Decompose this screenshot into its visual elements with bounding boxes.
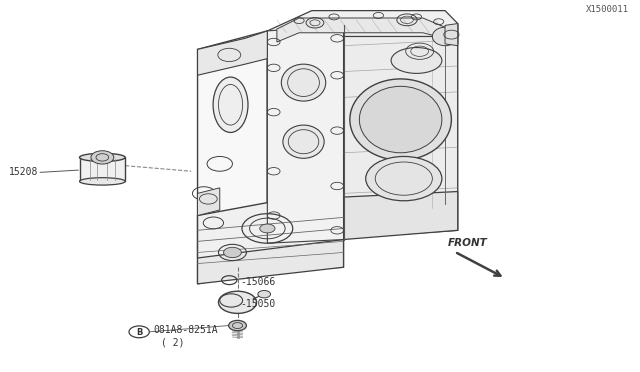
Text: -15066: -15066 bbox=[241, 277, 276, 287]
Circle shape bbox=[228, 320, 246, 331]
Text: 15208: 15208 bbox=[9, 167, 38, 177]
Circle shape bbox=[91, 151, 114, 164]
Text: FRONT: FRONT bbox=[448, 238, 488, 248]
Ellipse shape bbox=[350, 79, 451, 160]
Text: X1500011: X1500011 bbox=[586, 5, 629, 14]
Polygon shape bbox=[198, 240, 344, 284]
Circle shape bbox=[223, 247, 241, 258]
Ellipse shape bbox=[360, 86, 442, 153]
Polygon shape bbox=[198, 188, 220, 215]
Text: 081A8-8251A: 081A8-8251A bbox=[153, 326, 218, 336]
Text: ( 2): ( 2) bbox=[161, 338, 184, 348]
Polygon shape bbox=[198, 31, 268, 75]
Text: B: B bbox=[136, 328, 142, 337]
Ellipse shape bbox=[391, 48, 442, 73]
Polygon shape bbox=[198, 31, 268, 258]
Polygon shape bbox=[344, 192, 458, 240]
Circle shape bbox=[260, 224, 275, 233]
Polygon shape bbox=[268, 23, 458, 243]
Ellipse shape bbox=[365, 157, 442, 201]
Ellipse shape bbox=[79, 153, 125, 161]
Ellipse shape bbox=[282, 64, 326, 101]
Ellipse shape bbox=[79, 178, 125, 185]
Ellipse shape bbox=[213, 77, 248, 132]
Polygon shape bbox=[277, 18, 445, 42]
Polygon shape bbox=[198, 197, 344, 284]
Text: -15050: -15050 bbox=[241, 299, 276, 309]
Polygon shape bbox=[268, 11, 458, 49]
Bar bbox=[79, 157, 125, 182]
Circle shape bbox=[218, 291, 257, 313]
Polygon shape bbox=[445, 23, 458, 46]
Circle shape bbox=[258, 291, 271, 298]
Polygon shape bbox=[268, 25, 344, 243]
Ellipse shape bbox=[433, 27, 458, 46]
Ellipse shape bbox=[283, 125, 324, 158]
